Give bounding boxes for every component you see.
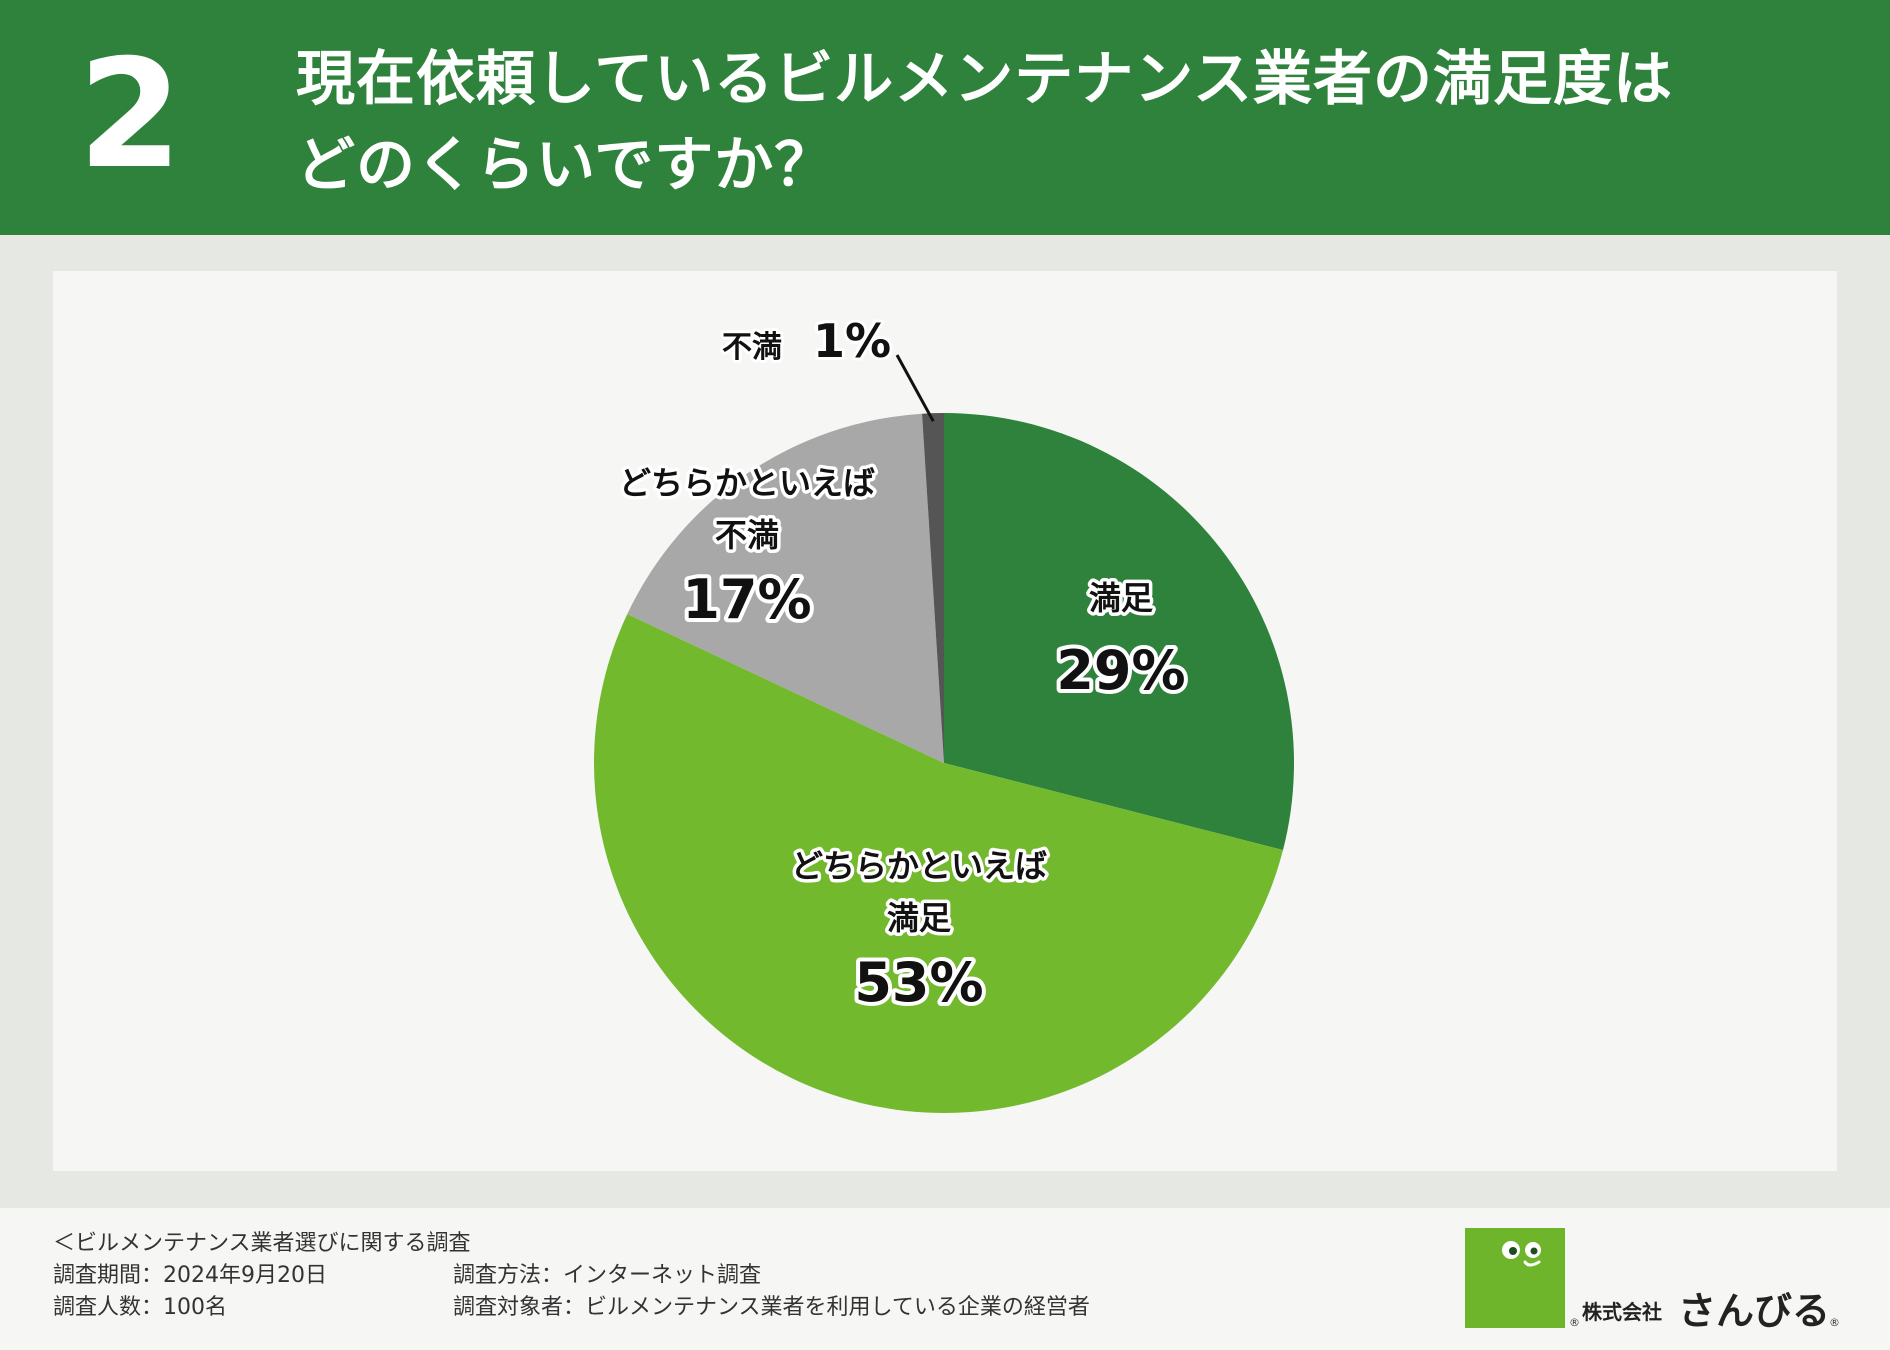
survey-name: ＜ビルメンテナンス業者選びに関する調査 xyxy=(53,1231,471,1256)
question-title-line2: どのくらいですか？ xyxy=(296,130,835,199)
footer: ＜ビルメンテナンス業者選びに関する調査 調査期間：2024年9月20日 調査方法… xyxy=(0,1208,1890,1350)
slice-label-3-line-1: どちらかといえば xyxy=(619,464,875,502)
survey-period: 調査期間：2024年9月20日 xyxy=(53,1263,327,1288)
question-number: 2 xyxy=(78,28,183,202)
logo-registered-mark: ® xyxy=(1569,1316,1580,1329)
company-logo-icon xyxy=(1465,1228,1565,1328)
pie-slice-1 xyxy=(944,413,1294,851)
pie-slice-3 xyxy=(627,413,944,763)
logo-registered-mark-2: ® xyxy=(1829,1316,1840,1329)
survey-method: 調査方法：インターネット調査 xyxy=(453,1263,762,1288)
slice-label-2-line-2: 満足 xyxy=(887,899,951,937)
slice-value-2: 53% xyxy=(854,951,983,1014)
question-title: 現在依頼しているビルメンテナンス業者の満足度は どのくらいですか？ xyxy=(296,36,1796,208)
header-banner: 2 現在依頼しているビルメンテナンス業者の満足度は どのくらいですか？ xyxy=(0,0,1890,235)
leader-line-4 xyxy=(895,354,935,422)
slice-value-1: 29% xyxy=(1056,639,1185,702)
slice-value-4: 1% xyxy=(813,314,891,368)
slice-label-2-line-1: どちらかといえば xyxy=(791,847,1047,885)
question-title-line1: 現在依頼しているビルメンテナンス業者の満足度は xyxy=(296,44,1674,113)
slice-value-3: 17% xyxy=(682,568,811,631)
pie-slice-4 xyxy=(922,413,944,763)
pie-slice-2 xyxy=(594,613,1284,1113)
slice-label-4: 不満 xyxy=(722,330,782,365)
logo-company-name: さんびる xyxy=(1678,1289,1831,1333)
slice-label-1-line-1: 満足 xyxy=(1089,579,1153,617)
slice-label-3-line-2: 不満 xyxy=(715,516,779,554)
logo-corp-text: 株式会社 xyxy=(1582,1300,1662,1324)
survey-target: 調査対象者：ビルメンテナンス業者を利用している企業の経営者 xyxy=(453,1295,1090,1320)
chart-panel: 満足 29% どちらかといえば 満足 53% どちらかといえば 不満 17% 不満 1% xyxy=(53,271,1837,1171)
survey-respondents: 調査人数：100名 xyxy=(53,1295,227,1320)
